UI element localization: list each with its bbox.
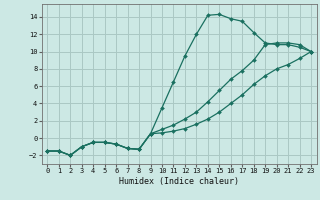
X-axis label: Humidex (Indice chaleur): Humidex (Indice chaleur) [119, 177, 239, 186]
